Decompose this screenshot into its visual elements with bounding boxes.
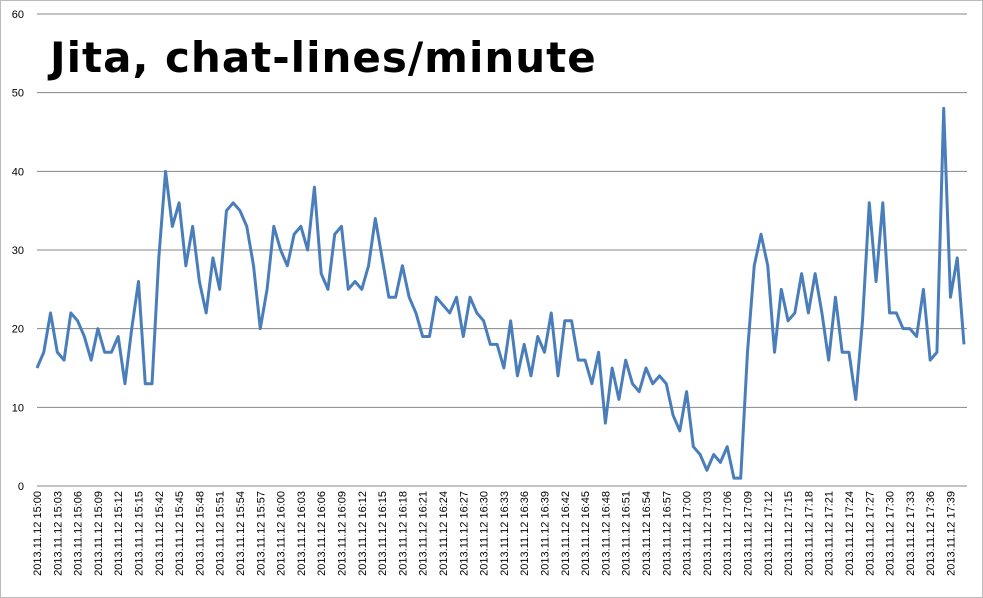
- x-tick-label: 2013.11.12 16:06: [316, 491, 328, 576]
- x-tick-label: 2013.11.12 16:48: [600, 491, 612, 576]
- x-tick-label: 2013.11.12 16:00: [276, 491, 288, 576]
- x-tick-label: 2013.11.12 17:00: [682, 491, 694, 576]
- x-tick-label: 2013.11.12 15:12: [113, 491, 125, 576]
- data-line: [35, 106, 966, 480]
- x-tick-label: 2013.11.12 17:09: [742, 491, 754, 576]
- y-tick-label: 10: [12, 402, 24, 414]
- x-tick-label: 2013.11.12 17:30: [885, 491, 897, 576]
- chart-title: Jita, chat-lines/minute: [47, 33, 597, 82]
- x-tick-label: 2013.11.12 17:15: [783, 491, 795, 576]
- x-tick-label: 2013.11.12 16:12: [357, 491, 369, 576]
- x-tick-label: 2013.11.12 16:36: [519, 491, 531, 576]
- x-tick-label: 2013.11.12 15:48: [194, 491, 206, 576]
- x-tick-label: 2013.11.12 16:57: [661, 491, 673, 576]
- x-tick-label: 2013.11.12 17:36: [925, 491, 937, 576]
- x-tick-label: 2013.11.12 16:27: [458, 491, 470, 576]
- x-tick-label: 2013.11.12 16:33: [499, 491, 511, 576]
- x-tick-label: 2013.11.12 16:03: [296, 491, 308, 576]
- x-tick-label: 2013.11.12 17:33: [905, 491, 917, 576]
- x-tick-label: 2013.11.12 17:21: [824, 491, 836, 576]
- x-tick-label: 2013.11.12 15:06: [73, 491, 85, 576]
- y-tick-label: 60: [12, 9, 24, 21]
- x-tick-label: 2013.11.12 17:18: [803, 491, 815, 576]
- x-tick-label: 2013.11.12 15:09: [93, 491, 105, 576]
- x-tick-label: 2013.11.12 16:09: [336, 491, 348, 576]
- x-tick-label: 2013.11.12 17:24: [844, 491, 856, 576]
- x-tick-label: 2013.11.12 16:54: [641, 491, 653, 576]
- x-tick-label: 2013.11.12 16:24: [438, 491, 450, 576]
- x-tick-label: 2013.11.12 17:39: [945, 491, 957, 576]
- x-tick-label: 2013.11.12 16:18: [397, 491, 409, 576]
- x-tick-label: 2013.11.12 15:00: [32, 491, 44, 576]
- x-tick-label: 2013.11.12 16:45: [580, 491, 592, 576]
- x-tick-label: 2013.11.12 17:12: [763, 491, 775, 576]
- x-tick-label: 2013.11.12 16:15: [377, 491, 389, 576]
- x-tick-label: 2013.11.12 15:51: [215, 491, 227, 576]
- y-tick-label: 0: [18, 481, 24, 493]
- y-tick-label: 50: [12, 88, 24, 100]
- x-tick-label: 2013.11.12 16:21: [418, 491, 430, 576]
- x-tick-label: 2013.11.12 17:06: [722, 491, 734, 576]
- x-tick-label: 2013.11.12 15:45: [174, 491, 186, 576]
- x-tick-label: 2013.11.12 15:54: [235, 491, 247, 576]
- x-tick-label: 2013.11.12 16:30: [479, 491, 491, 576]
- x-tick-label: 2013.11.12 16:39: [539, 491, 551, 576]
- x-tick-label: 2013.11.12 15:03: [52, 491, 64, 576]
- x-tick-label: 2013.11.12 15:42: [154, 491, 166, 576]
- y-tick-label: 30: [12, 245, 24, 257]
- y-tick-label: 40: [12, 166, 24, 178]
- x-tick-label: 2013.11.12 15:57: [255, 491, 267, 576]
- x-tick-label: 2013.11.12 17:27: [864, 491, 876, 576]
- x-tick-label: 2013.11.12 16:42: [560, 491, 572, 576]
- x-tick-label: 2013.11.12 16:51: [621, 491, 633, 576]
- y-tick-label: 20: [12, 324, 24, 336]
- x-tick-label: 2013.11.12 15:15: [133, 491, 145, 576]
- x-tick-label: 2013.11.12 17:03: [702, 491, 714, 576]
